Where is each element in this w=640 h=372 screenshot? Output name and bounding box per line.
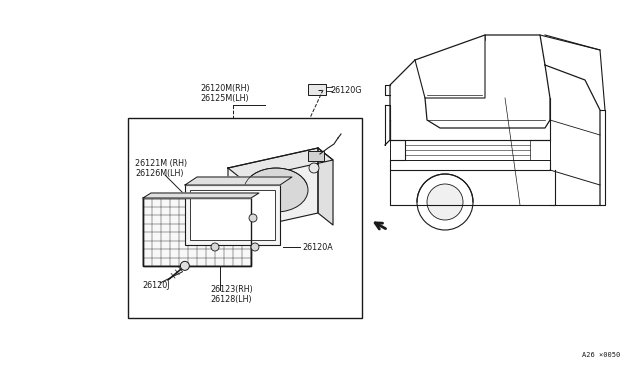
Text: 26120M(RH): 26120M(RH) xyxy=(200,84,250,93)
Text: 26120J: 26120J xyxy=(142,282,170,291)
Text: 26126M(LH): 26126M(LH) xyxy=(135,169,184,178)
Bar xyxy=(143,198,251,266)
FancyBboxPatch shape xyxy=(308,84,326,95)
Polygon shape xyxy=(228,148,333,180)
Ellipse shape xyxy=(244,168,308,212)
Circle shape xyxy=(427,184,463,220)
Circle shape xyxy=(249,214,257,222)
Text: 26125M(LH): 26125M(LH) xyxy=(200,94,248,103)
Bar xyxy=(143,198,251,266)
Circle shape xyxy=(180,262,189,270)
Text: 26123(RH): 26123(RH) xyxy=(210,285,253,294)
Polygon shape xyxy=(185,177,292,185)
Bar xyxy=(185,185,280,245)
Circle shape xyxy=(309,163,319,173)
Polygon shape xyxy=(318,148,333,225)
Text: 26128(LH): 26128(LH) xyxy=(210,295,252,304)
Text: 26121M (RH): 26121M (RH) xyxy=(135,159,187,168)
Text: 26120A: 26120A xyxy=(302,243,333,251)
Text: 26120G: 26120G xyxy=(330,86,362,94)
Circle shape xyxy=(211,243,219,251)
Text: A26 ×0050: A26 ×0050 xyxy=(582,352,620,358)
Bar xyxy=(190,190,275,240)
Polygon shape xyxy=(228,148,318,233)
Bar xyxy=(128,118,362,318)
Bar xyxy=(308,151,324,161)
Circle shape xyxy=(251,243,259,251)
Polygon shape xyxy=(143,193,259,198)
